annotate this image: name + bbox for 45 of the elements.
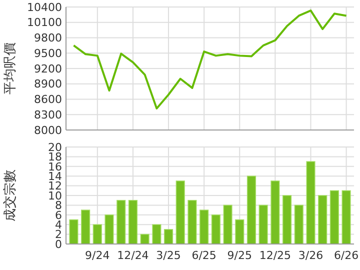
line-series [72, 10, 348, 110]
bar [235, 219, 244, 244]
bar [294, 204, 304, 244]
y-tick-label: 9800 [34, 32, 62, 45]
x-tick-label: 12/24 [117, 249, 149, 262]
bar [104, 214, 114, 244]
y-tick-label: 8000 [34, 124, 62, 137]
bar [116, 200, 126, 244]
bar [270, 180, 280, 244]
y-tick-label: 8300 [34, 108, 62, 122]
bar [152, 224, 162, 244]
bar [176, 180, 185, 244]
x-tick-label: 3/26 [298, 249, 324, 262]
y-tick-label: 9200 [34, 62, 62, 76]
bar [164, 229, 174, 244]
y-tick-label: 8900 [34, 78, 62, 91]
bar [69, 219, 78, 244]
bar [200, 210, 209, 244]
y-tick-label: 10100 [27, 16, 62, 30]
y-axis-title: 平均呎價 [3, 42, 18, 94]
y-tick-label: 10400 [27, 0, 62, 14]
bar [211, 214, 220, 244]
bar [330, 190, 339, 244]
bar [246, 176, 256, 244]
bar [188, 200, 197, 244]
x-tick-label: 12/25 [259, 249, 292, 262]
x-tick-label: 6/26 [334, 249, 359, 262]
bar [128, 200, 138, 244]
y-axis-title: 成交宗數 [2, 170, 18, 222]
bar [318, 195, 328, 244]
x-tick-label: 3/25 [156, 249, 181, 262]
y-tick-label: 9500 [34, 46, 62, 60]
bar [92, 224, 102, 244]
y-tick-label: 8600 [34, 93, 62, 106]
x-tick-label: 9/24 [85, 249, 110, 262]
x-tick-label: 6/25 [192, 249, 216, 262]
bar [342, 190, 351, 244]
y-tick-label: 20 [48, 140, 62, 154]
bar [306, 161, 316, 244]
bar [258, 204, 268, 244]
bar [140, 234, 150, 244]
bar [81, 210, 90, 244]
x-tick-label: 9/25 [227, 249, 252, 262]
bar [282, 195, 292, 244]
bar [223, 204, 232, 244]
